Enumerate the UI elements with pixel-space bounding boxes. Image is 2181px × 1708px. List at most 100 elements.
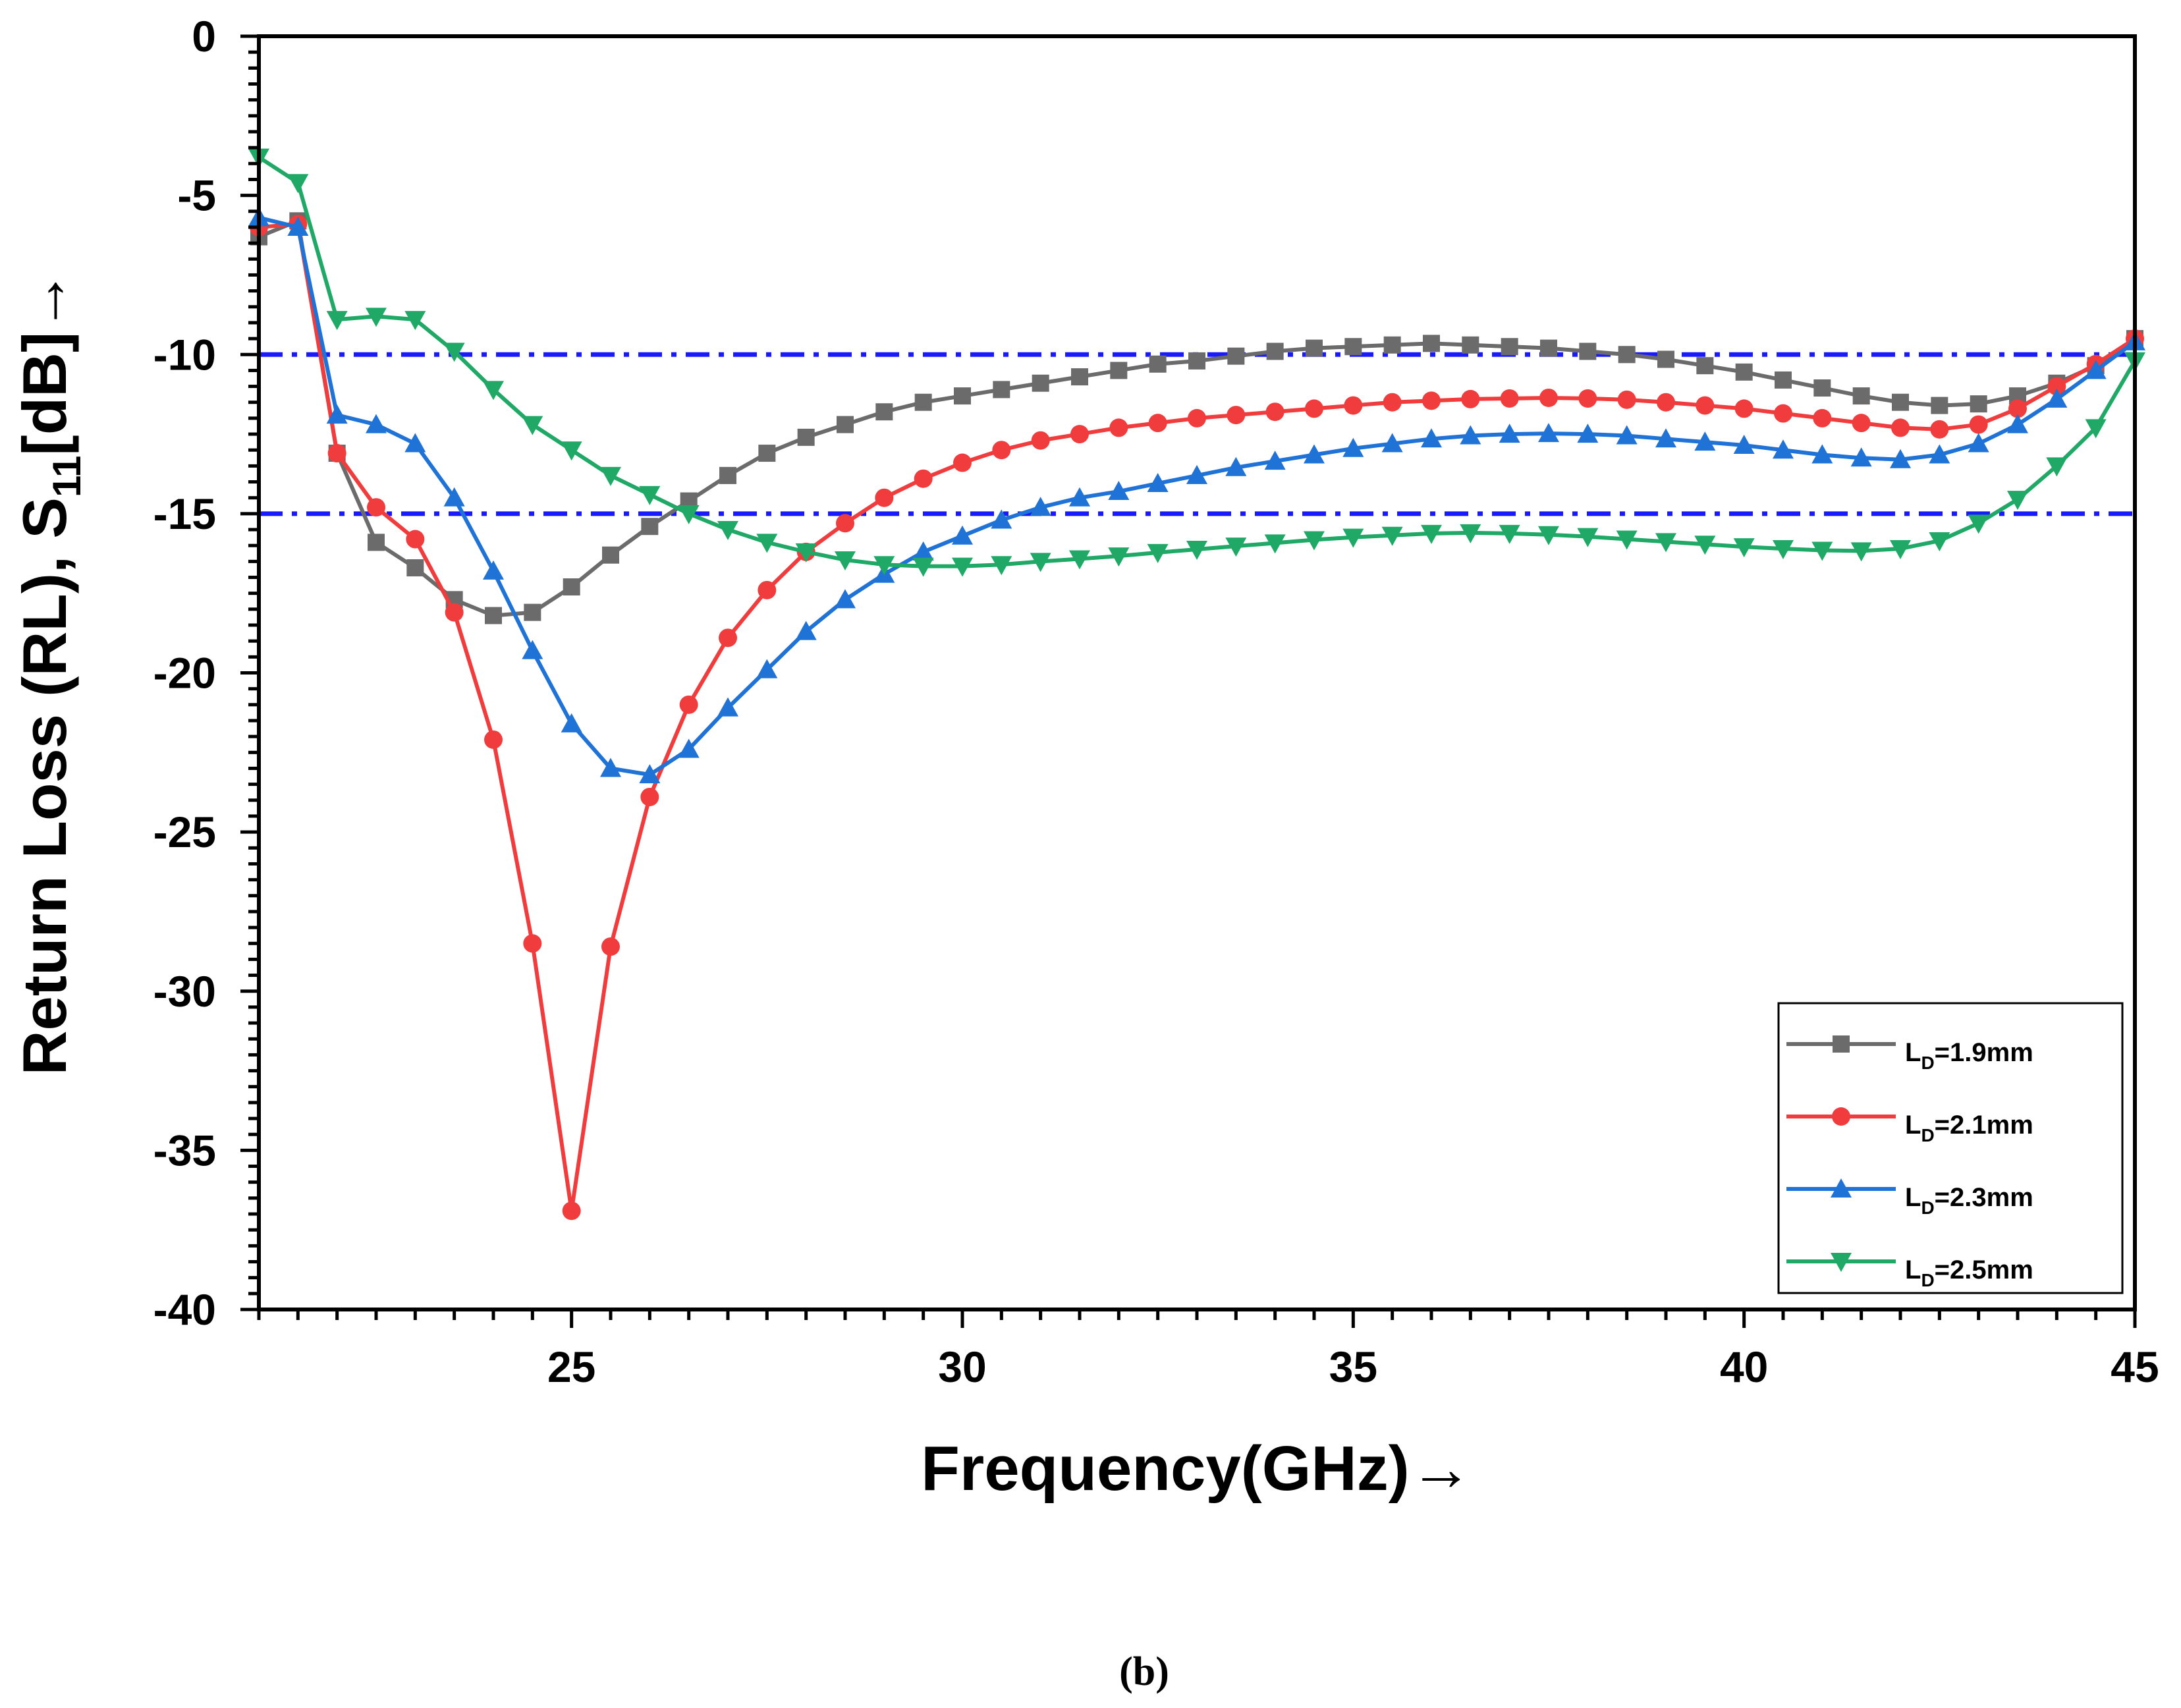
- data-point: [601, 937, 620, 956]
- data-point: [1071, 368, 1088, 386]
- data-point: [1538, 526, 1559, 545]
- data-point: [600, 466, 621, 486]
- data-point: [1929, 532, 1950, 551]
- data-point: [1733, 434, 1755, 454]
- data-point: [1461, 389, 1480, 408]
- data-point: [1850, 542, 1872, 562]
- data-point: [483, 560, 504, 580]
- data-point: [1539, 388, 1558, 407]
- data-point: [1342, 528, 1364, 548]
- y-tick-label: -15: [153, 489, 216, 538]
- data-point: [1342, 437, 1364, 457]
- data-point: [1304, 531, 1325, 551]
- data-point: [1617, 390, 1636, 409]
- x-axis-title: Frequency(GHz)→: [921, 1433, 1472, 1504]
- data-point: [1264, 534, 1286, 554]
- legend-label-subscript: D: [1921, 1270, 1934, 1290]
- data-point: [483, 381, 504, 400]
- data-point: [1696, 396, 1715, 415]
- data-point: [1891, 418, 1910, 437]
- data-point: [326, 404, 348, 424]
- tick-labels: 25 30 35 40 45 0 -5 -10 -15 -20 -25 -30 -35 -40: [153, 12, 2159, 1391]
- data-point: [875, 488, 894, 507]
- legend-label-main: L: [1905, 1183, 1921, 1212]
- data-point: [1499, 424, 1520, 443]
- data-point: [1616, 425, 1638, 445]
- data-point: [1264, 451, 1286, 470]
- data-point: [366, 414, 387, 433]
- data-point: [1381, 526, 1403, 546]
- legend-label-subscript: D: [1921, 1198, 1934, 1218]
- y-tick-label: -5: [177, 171, 216, 220]
- data-point: [1735, 363, 1753, 381]
- data-point: [758, 445, 776, 462]
- legend-label: LD=2.1mm: [1905, 1111, 2033, 1145]
- data-point: [952, 525, 973, 545]
- data-point: [1344, 338, 1362, 356]
- legend-marker: [1832, 1107, 1850, 1126]
- data-point: [1304, 444, 1325, 464]
- data-point: [1149, 355, 1167, 373]
- y-tick-label: -10: [153, 330, 216, 379]
- legend-item-1: LD=2.1mm: [1786, 1107, 2033, 1145]
- data-point: [287, 174, 309, 194]
- data-point: [522, 416, 543, 435]
- data-point: [1500, 389, 1519, 408]
- data-point: [2047, 377, 2066, 396]
- data-point: [1579, 343, 1597, 360]
- data-point: [717, 697, 738, 717]
- y-tick-label: -30: [153, 967, 216, 1016]
- legend-label-rest: =2.3mm: [1935, 1183, 2033, 1212]
- legend-marker: [1831, 1178, 1852, 1198]
- data-point: [1890, 449, 1911, 468]
- data-point: [1930, 420, 1949, 439]
- data-point: [1577, 424, 1599, 443]
- data-point: [795, 620, 817, 640]
- data-point: [1462, 336, 1479, 354]
- data-point: [1147, 472, 1169, 492]
- data-point: [2046, 457, 2068, 477]
- data-point: [2008, 399, 2027, 418]
- data-point: [524, 603, 541, 621]
- data-point: [639, 764, 661, 784]
- data-point: [1811, 444, 1833, 464]
- data-point: [1696, 357, 1714, 375]
- data-point: [2007, 414, 2028, 433]
- data-point: [1148, 414, 1167, 433]
- data-point: [1852, 387, 1870, 405]
- data-point: [1265, 402, 1284, 422]
- data-point: [485, 607, 502, 624]
- data-point: [1850, 447, 1872, 467]
- data-point: [1108, 481, 1130, 501]
- data-point: [1774, 404, 1792, 423]
- data-point: [991, 556, 1012, 576]
- data-point: [1109, 418, 1128, 437]
- series-2: [248, 207, 2145, 784]
- data-point: [1108, 547, 1130, 567]
- x-axis-title-text: Frequency(GHz): [921, 1433, 1409, 1504]
- legend-label-main: L: [1905, 1111, 1921, 1140]
- data-point: [719, 628, 737, 647]
- data-point: [2007, 491, 2028, 510]
- data-point: [1578, 389, 1597, 408]
- data-point: [602, 546, 619, 564]
- data-point: [1031, 431, 1050, 450]
- y-axis-title-arrow: →: [10, 270, 79, 332]
- data-point: [873, 556, 895, 576]
- data-point: [875, 403, 893, 421]
- data-point: [640, 787, 659, 806]
- data-point: [1657, 350, 1674, 368]
- series-3: [248, 148, 2145, 577]
- data-point: [1070, 425, 1089, 444]
- data-point: [795, 543, 817, 563]
- data-point: [756, 534, 778, 553]
- data-point: [1266, 343, 1284, 360]
- data-point: [1306, 339, 1323, 357]
- data-point: [1421, 428, 1442, 448]
- data-point: [1892, 393, 1909, 411]
- y-tick-label: -35: [153, 1126, 216, 1174]
